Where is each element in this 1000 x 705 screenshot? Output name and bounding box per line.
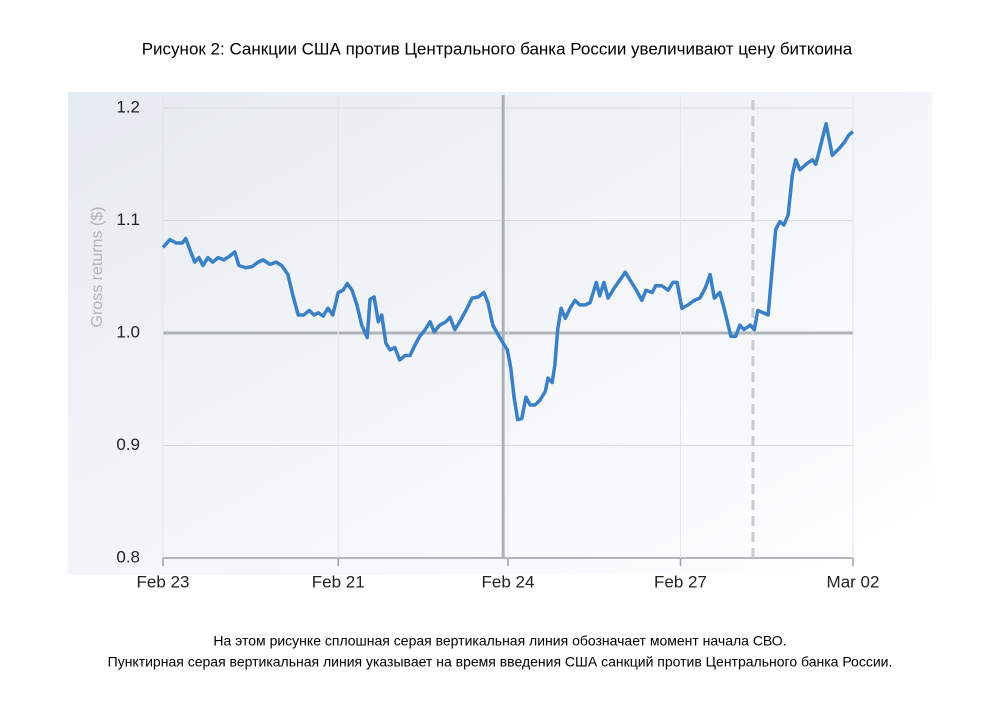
x-tick-label: Feb 23 <box>137 572 190 591</box>
x-tick-label: Mar 02 <box>827 572 880 591</box>
x-tick-label: Feb 21 <box>312 572 365 591</box>
y-tick-label: 1.2 <box>116 97 140 116</box>
y-tick-label: 0.9 <box>116 435 140 454</box>
y-tick-label: 1.0 <box>116 322 140 341</box>
y-tick-label: 0.8 <box>116 547 140 566</box>
line <box>161 122 855 422</box>
x-tick-label: Feb 24 <box>482 572 535 591</box>
chart-title: Рисунок 2: Санкции США против Центрально… <box>142 39 853 58</box>
note: На этом рисунке сплошная серая вертикаль… <box>213 633 786 649</box>
y-tick-label: 1.1 <box>116 210 140 229</box>
note: Пунктирная серая вертикальная линия указ… <box>108 654 893 670</box>
y-axis-label: Gross returns ($) <box>89 207 106 328</box>
x-tick-label: Feb 27 <box>654 572 707 591</box>
